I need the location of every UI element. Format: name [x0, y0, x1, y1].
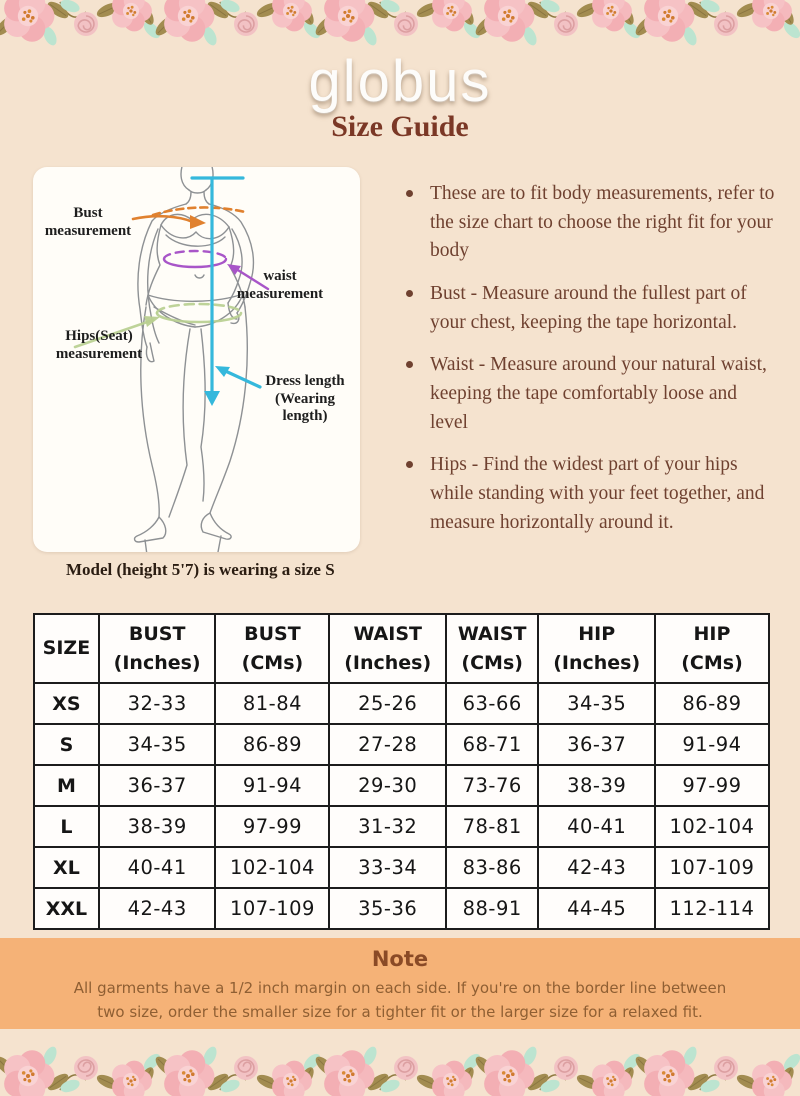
instruction-item: Waist - Measure around your natural wais… — [402, 351, 776, 437]
table-cell: 34-35 — [537, 682, 656, 725]
table-cell: 42-43 — [97, 887, 217, 930]
table-cell: 40-41 — [537, 805, 656, 848]
column-header: BUST (Inches) — [97, 613, 217, 684]
table-cell: 40-41 — [97, 846, 217, 889]
bullet-icon — [406, 461, 413, 469]
bullet-icon — [406, 361, 413, 369]
table-cell: 38-39 — [97, 805, 217, 848]
column-header: SIZE — [33, 613, 100, 684]
table-row: XS 32-33 81-84 25-26 63-66 34-35 86-89 — [33, 682, 771, 725]
column-header: HIP (CMs) — [653, 613, 771, 684]
table-row: XXL 42-43 107-109 35-36 88-91 44-45 112-114 — [33, 887, 771, 930]
table-cell: 25-26 — [328, 682, 447, 725]
table-cell: 68-71 — [444, 723, 540, 766]
instruction-text: Hips - Find the widest part of your hips… — [430, 454, 765, 533]
note-section: Note All garments have a 1/2 inch margin… — [0, 938, 800, 1029]
waist-label: waist measurement — [236, 268, 324, 302]
table-cell: 88-91 — [444, 887, 540, 930]
table-cell: 36-37 — [97, 764, 217, 807]
hips-label: Hips(Seat) measurement — [55, 328, 143, 362]
table-cell: 42-43 — [537, 846, 656, 889]
body-measurement-figure-icon — [73, 167, 270, 552]
table-cell: 29-30 — [328, 764, 447, 807]
table-cell: 97-99 — [214, 805, 331, 848]
size-label-cell: M — [33, 764, 100, 807]
instruction-item: These are to fit body measurements, refe… — [402, 180, 776, 266]
table-cell: 31-32 — [328, 805, 447, 848]
column-header: WAIST (Inches) — [328, 613, 447, 684]
size-label-cell: XS — [33, 682, 100, 725]
floral-border-bottom-icon — [0, 1038, 800, 1096]
size-chart-table: SIZE BUST (Inches) BUST (CMs) WAIST (Inches) WA… — [33, 613, 771, 930]
table-cell: 34-35 — [97, 723, 217, 766]
bullet-icon — [406, 190, 413, 197]
table-cell: 107-109 — [214, 887, 331, 930]
table-cell: 35-36 — [328, 887, 447, 930]
instruction-item: Hips - Find the widest part of your hips… — [402, 451, 776, 537]
table-cell: 27-28 — [328, 723, 447, 766]
instruction-text: Waist - Measure around your natural wais… — [430, 354, 767, 433]
instruction-text: These are to fit body measurements, refe… — [430, 183, 775, 262]
note-title: Note — [371, 947, 429, 971]
table-row: S 34-35 86-89 27-28 68-71 36-37 91-94 — [33, 723, 771, 766]
size-label-cell: XL — [33, 846, 100, 889]
table-cell: 36-37 — [537, 723, 656, 766]
table-cell: 107-109 — [653, 846, 771, 889]
table-row: L 38-39 97-99 31-32 78-81 40-41 102-104 — [33, 805, 771, 848]
column-header: HIP (Inches) — [537, 613, 656, 684]
brand-logo: globus — [308, 49, 492, 114]
column-header: WAIST (CMs) — [444, 613, 540, 684]
note-text: All garments have a 1/2 inch margin on e… — [73, 979, 727, 1021]
waist-measure-arrow-icon — [162, 249, 270, 291]
bust-measure-arrow-icon — [131, 206, 247, 229]
size-table-header-row: SIZE BUST (Inches) BUST (CMs) WAIST (Inches) WA… — [33, 613, 771, 684]
hips-measure-arrow-icon — [73, 302, 243, 349]
table-cell: 91-94 — [653, 723, 771, 766]
table-cell: 78-81 — [444, 805, 540, 848]
page-title: Size Guide — [331, 110, 469, 143]
table-cell: 102-104 — [653, 805, 771, 848]
instruction-item: Bust - Measure around the fullest part o… — [402, 280, 776, 337]
dress-length-arrow-icon — [190, 176, 262, 406]
dress-length-label: Dress length (Wearing length) — [265, 373, 345, 425]
model-caption: Model (height 5'7) is wearing a size S — [66, 560, 335, 579]
instruction-text: Bust - Measure around the fullest part o… — [430, 282, 747, 333]
bust-label: Bust measurement — [44, 205, 132, 239]
table-cell: 112-114 — [653, 887, 771, 930]
table-cell: 86-89 — [653, 682, 771, 725]
floral-border-top-icon — [0, 0, 800, 54]
table-cell: 102-104 — [214, 846, 331, 889]
table-cell: 38-39 — [537, 764, 656, 807]
table-cell: 33-34 — [328, 846, 447, 889]
measurement-diagram-card: Bust measurement waist measurement Hips(Se… — [33, 167, 360, 552]
size-label-cell: L — [33, 805, 100, 848]
instruction-list: These are to fit body measurements, refe… — [402, 180, 776, 551]
table-cell: 86-89 — [214, 723, 331, 766]
column-header: BUST (CMs) — [214, 613, 331, 684]
table-cell: 32-33 — [97, 682, 217, 725]
table-cell: 97-99 — [653, 764, 771, 807]
size-table-body: XS 32-33 81-84 25-26 63-66 34-35 86-89 S 34-35 86… — [33, 682, 771, 930]
table-cell: 73-76 — [444, 764, 540, 807]
table-cell: 63-66 — [444, 682, 540, 725]
table-cell: 81-84 — [214, 682, 331, 725]
table-cell: 91-94 — [214, 764, 331, 807]
table-cell: 83-86 — [444, 846, 540, 889]
bullet-icon — [406, 289, 413, 297]
size-label-cell: XXL — [33, 887, 100, 930]
table-row: XL 40-41 102-104 33-34 83-86 42-43 107-109 — [33, 846, 771, 889]
table-cell: 44-45 — [537, 887, 656, 930]
size-label-cell: S — [33, 723, 100, 766]
table-row: M 36-37 91-94 29-30 73-76 38-39 97-99 — [33, 764, 771, 807]
